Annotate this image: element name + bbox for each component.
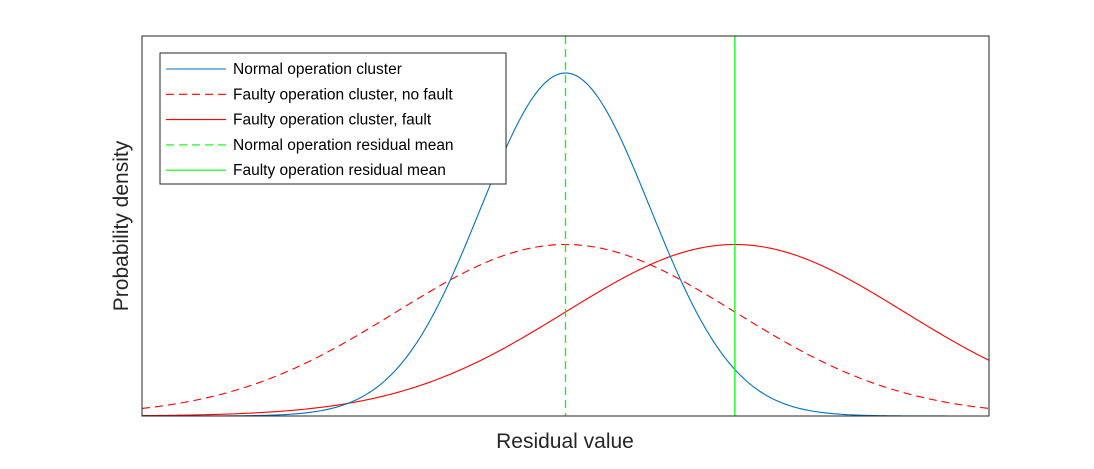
legend-label-5: Faulty operation residual mean — [233, 162, 446, 179]
legend: Normal operation cluster Faulty operation… — [159, 52, 507, 185]
y-axis-label: Probability density — [110, 140, 133, 311]
x-axis-label: Residual value — [496, 430, 634, 453]
series-line-1 — [142, 72, 989, 417]
legend-label-4: Normal operation residual mean — [233, 137, 454, 154]
legend-box — [159, 52, 507, 185]
legend-label-3: Faulty operation cluster, fault — [233, 112, 432, 129]
legend-label-2: Faulty operation cluster, no fault — [233, 86, 453, 103]
plot-border — [141, 35, 990, 417]
series-layer — [141, 36, 990, 417]
legend-label-1: Normal operation cluster — [233, 61, 402, 78]
